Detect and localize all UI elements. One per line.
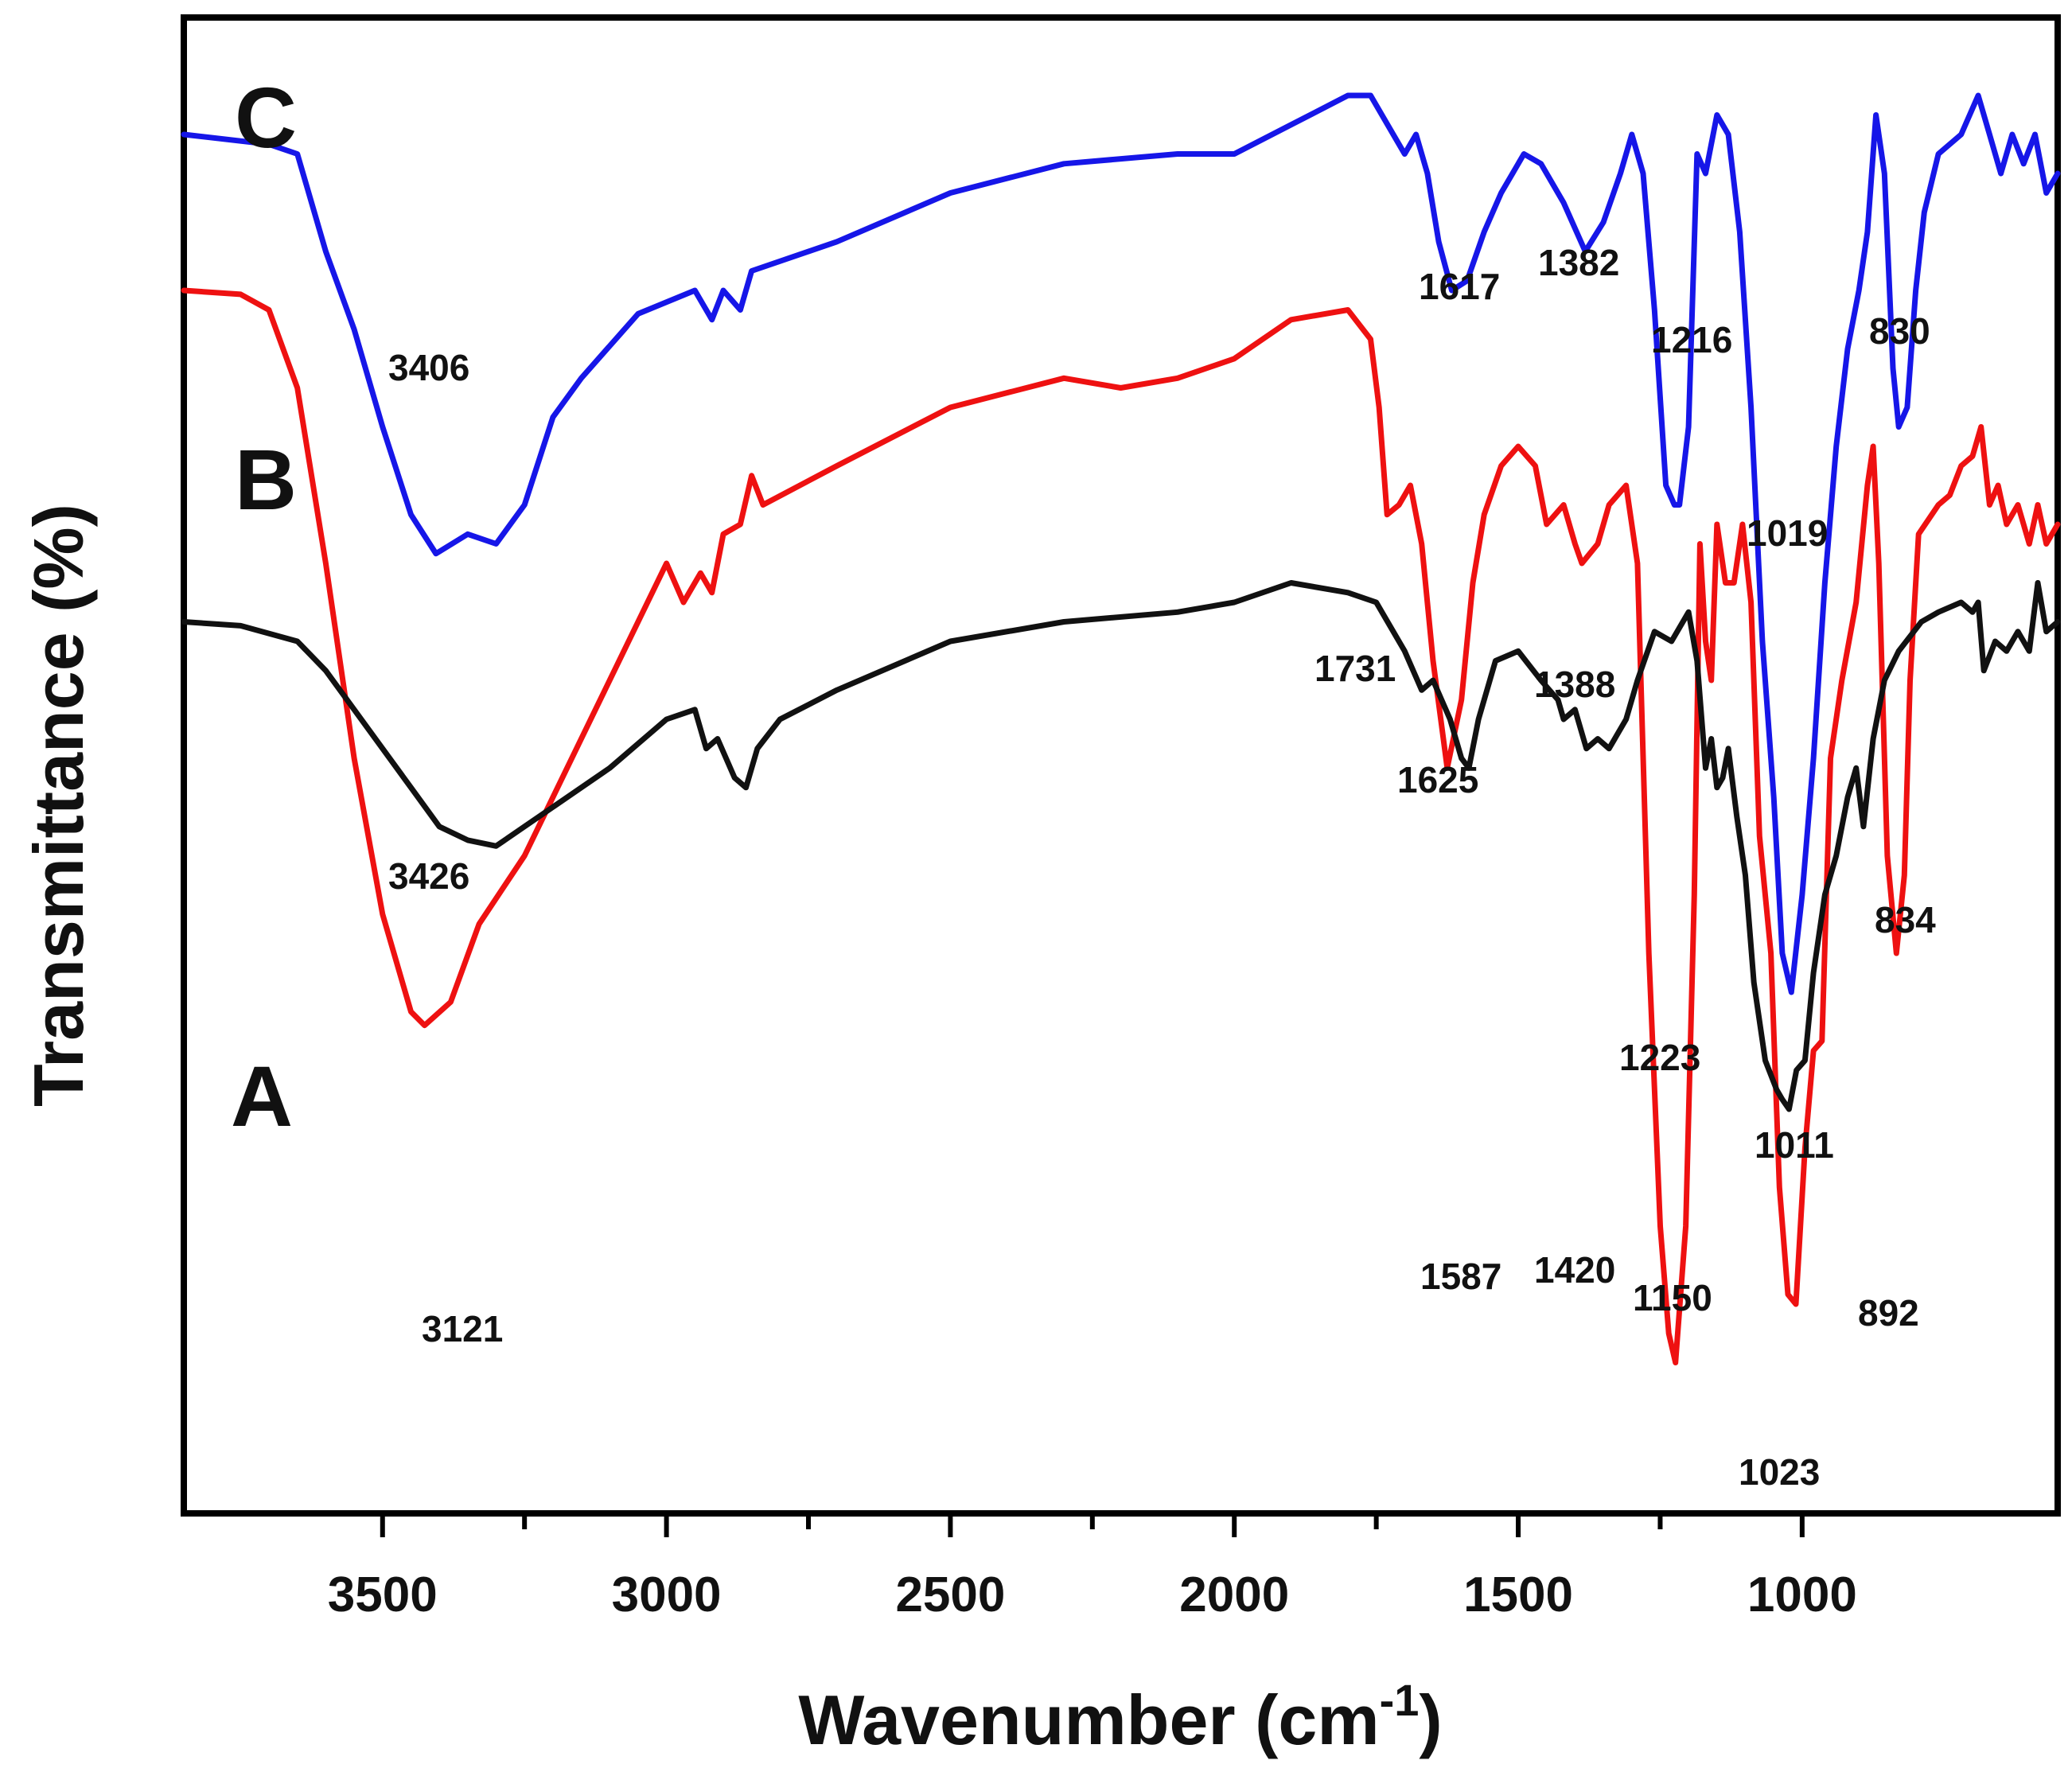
series-line-a — [181, 580, 2061, 1112]
series-line-c — [181, 92, 2061, 995]
series-line-b — [181, 287, 2061, 1365]
x-tick-label: 2500 — [895, 1567, 1005, 1622]
series-c-letter: C — [235, 69, 297, 166]
spectra — [181, 92, 2061, 1365]
peak-label: 1625 — [1397, 759, 1478, 800]
peak-label: 1382 — [1538, 242, 1619, 283]
x-axis-title-main: Wavenumber (cm — [798, 1680, 1379, 1759]
x-tick-label: 2000 — [1179, 1567, 1289, 1622]
x-axis-title-sup: -1 — [1380, 1675, 1420, 1725]
peak-label: 1150 — [1633, 1277, 1712, 1318]
peak-label: 892 — [1858, 1292, 1919, 1334]
peak-label: 1023 — [1739, 1451, 1820, 1493]
peak-label: 3426 — [388, 855, 469, 897]
peak-label: 1223 — [1619, 1037, 1700, 1078]
series-a-letter: A — [231, 1048, 293, 1144]
peak-label: 3121 — [422, 1308, 503, 1349]
peak-label: 1388 — [1534, 664, 1615, 705]
plot-frame — [181, 14, 2061, 1517]
peak-label: 830 — [1869, 310, 1930, 352]
peak-label: 1587 — [1420, 1256, 1501, 1297]
peak-label: 3406 — [388, 347, 469, 388]
x-tick-label: 3500 — [328, 1567, 438, 1622]
peak-label: 1019 — [1747, 512, 1828, 554]
y-axis-title: Transmittance (%) — [19, 504, 98, 1107]
x-axis-title: Wavenumber (cm-1) — [798, 1675, 1442, 1759]
peak-label: 834 — [1875, 899, 1936, 940]
peak-label: 1617 — [1419, 266, 1500, 307]
peak-label: 1011 — [1755, 1124, 1834, 1166]
series-b-letter: B — [235, 431, 297, 528]
x-axis-ticks: 3500 3000 2500 2000 1500 1000 — [328, 1513, 1857, 1622]
peak-label: 1216 — [1651, 319, 1732, 360]
peak-label: 1420 — [1534, 1249, 1615, 1291]
peak-label: 1731 — [1314, 648, 1396, 689]
x-tick-label: 1500 — [1463, 1567, 1573, 1622]
x-tick-label: 3000 — [612, 1567, 722, 1622]
x-tick-label: 1000 — [1747, 1567, 1857, 1622]
x-axis-title-close: ) — [1419, 1680, 1442, 1759]
